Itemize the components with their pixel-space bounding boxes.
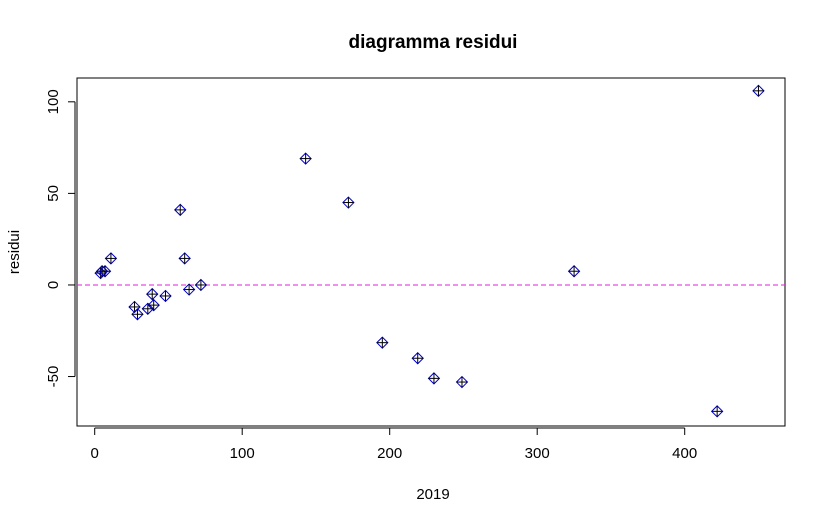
data-point <box>194 278 208 292</box>
data-point <box>98 265 112 278</box>
y-axis: -50 0 50 100 <box>45 89 76 388</box>
data-point <box>411 352 424 365</box>
data-point <box>342 196 355 209</box>
data-point <box>710 405 724 418</box>
data-point <box>128 300 141 314</box>
data-points <box>94 84 765 418</box>
x-tick-label: 200 <box>377 445 402 462</box>
data-point <box>376 336 389 349</box>
data-point <box>104 252 118 265</box>
data-point <box>182 283 196 296</box>
x-axis: 0 100 200 300 400 <box>91 427 697 462</box>
data-point <box>94 266 107 280</box>
data-point <box>147 298 160 312</box>
data-point <box>299 152 312 165</box>
data-point <box>752 84 765 98</box>
chart-title: diagramma residui <box>349 32 518 53</box>
x-axis-label: 2019 <box>416 486 449 503</box>
data-point <box>455 375 469 389</box>
data-point <box>174 203 187 217</box>
plot-area-frame <box>76 77 786 427</box>
y-tick-label: 100 <box>45 89 62 114</box>
x-tick-label: 300 <box>525 445 550 462</box>
data-point <box>159 289 172 303</box>
data-point <box>131 308 144 321</box>
data-point <box>567 265 581 278</box>
y-tick-label: 0 <box>45 281 62 289</box>
x-tick-label: 0 <box>91 445 99 462</box>
y-tick-label: 50 <box>45 185 62 202</box>
data-point <box>178 252 191 265</box>
y-tick-label: -50 <box>45 366 62 388</box>
y-axis-label: residui <box>6 230 23 274</box>
x-tick-label: 100 <box>230 445 255 462</box>
x-tick-label: 400 <box>672 445 697 462</box>
data-point <box>427 372 441 385</box>
data-point <box>146 287 159 301</box>
